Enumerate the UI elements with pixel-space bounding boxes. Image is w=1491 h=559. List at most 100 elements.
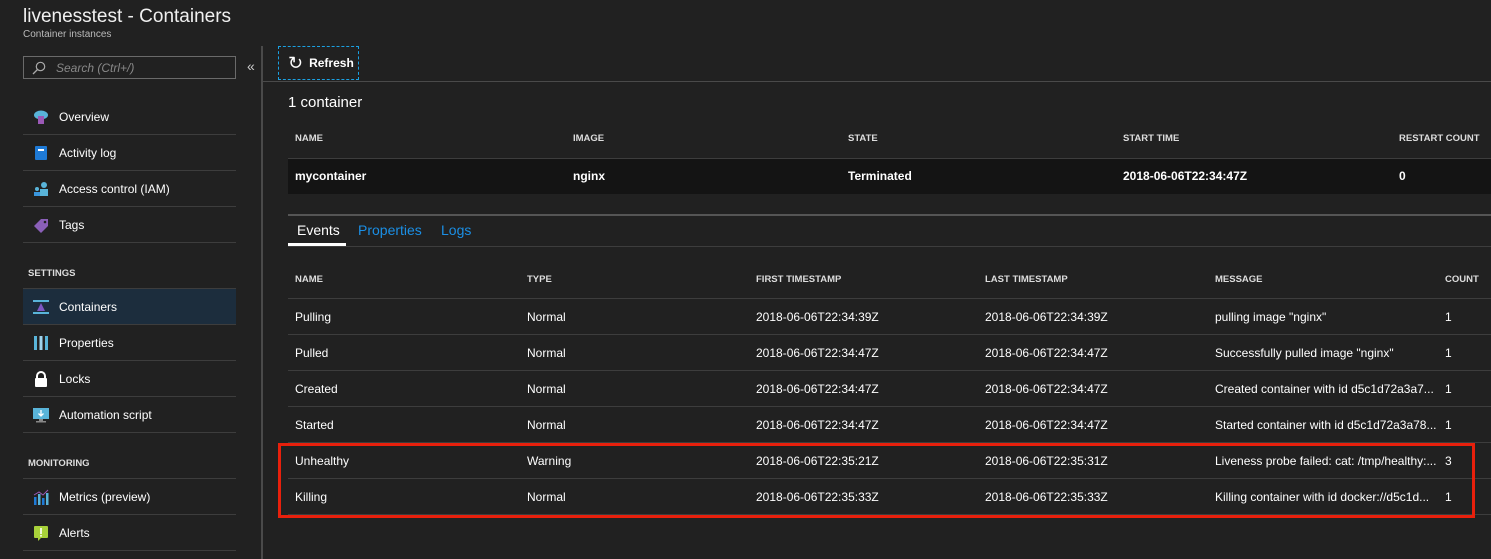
event-cell: Warning xyxy=(527,454,572,468)
container-cell: 0 xyxy=(1399,169,1406,183)
event-cell: Normal xyxy=(527,310,566,324)
event-cell: Normal xyxy=(527,490,566,504)
sidebar-item-label: Tags xyxy=(59,217,85,232)
event-cell: 2018-06-06T22:34:39Z xyxy=(756,310,879,324)
sidebar-item-properties[interactable]: Properties xyxy=(23,325,236,361)
column-header[interactable]: COUNT xyxy=(1445,274,1479,285)
column-header[interactable]: TYPE xyxy=(527,274,552,285)
sidebar-item-label: Automation script xyxy=(59,407,152,422)
sidebar-item-tags[interactable]: Tags xyxy=(23,207,236,243)
table-row[interactable] xyxy=(288,335,1491,371)
sidebar-separator xyxy=(23,288,236,289)
table-row[interactable] xyxy=(288,479,1491,515)
column-header[interactable]: START TIME xyxy=(1123,133,1180,144)
table-row[interactable] xyxy=(288,299,1491,335)
table-row[interactable] xyxy=(288,443,1491,479)
tab-divider xyxy=(288,246,1491,247)
users-icon xyxy=(33,181,49,197)
tab-logs[interactable]: Logs xyxy=(441,222,472,238)
alert-icon xyxy=(33,525,49,541)
event-cell: Killing container with id docker://d5c1d… xyxy=(1215,490,1430,504)
sidebar-item-label: Overview xyxy=(59,109,110,124)
refresh-label: Refresh xyxy=(309,56,354,70)
sidebar-item-containers[interactable]: Containers xyxy=(23,289,236,325)
event-cell: Started xyxy=(295,418,334,432)
sidebar-divider xyxy=(261,46,263,559)
metrics-icon xyxy=(33,489,49,505)
event-cell: 2018-06-06T22:34:47Z xyxy=(985,346,1108,360)
toolbar-divider xyxy=(262,81,1491,82)
tab-properties[interactable]: Properties xyxy=(358,222,422,238)
sidebar-item-activity-log[interactable]: Activity log xyxy=(23,135,236,171)
book-icon xyxy=(33,145,49,161)
properties-icon xyxy=(33,335,49,351)
event-cell: 2018-06-06T22:35:31Z xyxy=(985,454,1108,468)
sidebar-item-locks[interactable]: Locks xyxy=(23,361,236,397)
event-cell: 2018-06-06T22:35:21Z xyxy=(756,454,879,468)
sidebar-item-label: Metrics (preview) xyxy=(59,489,151,504)
event-cell: 1 xyxy=(1445,346,1452,360)
event-cell: 1 xyxy=(1445,490,1452,504)
search-icon xyxy=(32,61,46,74)
cloud-container-icon xyxy=(33,109,49,125)
sidebar-item-access-control-iam[interactable]: Access control (IAM) xyxy=(23,171,236,207)
event-cell: pulling image "nginx" xyxy=(1215,310,1327,324)
header-divider xyxy=(288,298,1491,299)
monitor-download-icon xyxy=(33,407,49,423)
event-cell: 2018-06-06T22:35:33Z xyxy=(756,490,879,504)
table-row[interactable] xyxy=(288,407,1491,443)
collapse-sidebar-button[interactable]: « xyxy=(247,58,255,74)
sidebar-item-label: Access control (IAM) xyxy=(59,181,170,196)
page-title: livenesstest - Containers xyxy=(23,6,232,27)
column-header[interactable]: RESTART COUNT xyxy=(1399,133,1480,144)
sidebar-item-overview[interactable]: Overview xyxy=(23,99,236,135)
column-header[interactable]: NAME xyxy=(295,274,323,285)
column-header[interactable]: FIRST TIMESTAMP xyxy=(756,274,842,285)
event-cell: Normal xyxy=(527,382,566,396)
tag-icon xyxy=(33,217,49,233)
container-cell: Terminated xyxy=(848,169,912,183)
column-header[interactable]: STATE xyxy=(848,133,878,144)
header-divider xyxy=(288,158,1491,159)
event-cell: 2018-06-06T22:34:47Z xyxy=(756,382,879,396)
settings-header: SETTINGS xyxy=(28,268,76,279)
event-cell: 1 xyxy=(1445,310,1452,324)
tab-events[interactable]: Events xyxy=(297,222,340,238)
event-cell: Liveness probe failed: cat: /tmp/healthy… xyxy=(1215,454,1437,468)
event-cell: Unhealthy xyxy=(295,454,350,468)
sidebar-item-automation-script[interactable]: Automation script xyxy=(23,397,236,433)
column-header[interactable]: IMAGE xyxy=(573,133,605,144)
highlight-box xyxy=(278,443,1475,518)
table-row[interactable] xyxy=(288,371,1491,407)
event-cell: Created container with id d5c1d72a3a7... xyxy=(1215,382,1434,396)
event-cell: 2018-06-06T22:34:47Z xyxy=(985,382,1108,396)
search-box[interactable] xyxy=(23,56,236,79)
container-cell: nginx xyxy=(573,169,605,183)
sidebar-item-label: Properties xyxy=(59,335,114,350)
page-subtitle: Container instances xyxy=(23,29,112,40)
column-header[interactable]: NAME xyxy=(295,133,323,144)
event-cell: 1 xyxy=(1445,418,1452,432)
lock-icon xyxy=(33,370,49,387)
event-cell: Pulled xyxy=(295,346,329,360)
column-header[interactable]: LAST TIMESTAMP xyxy=(985,274,1068,285)
event-cell: Normal xyxy=(527,346,566,360)
event-cell: 3 xyxy=(1445,454,1452,468)
event-cell: Started container with id d5c1d72a3a78..… xyxy=(1215,418,1437,432)
event-cell: 2018-06-06T22:34:47Z xyxy=(756,418,879,432)
event-cell: 2018-06-06T22:35:33Z xyxy=(985,490,1108,504)
event-cell: 2018-06-06T22:34:47Z xyxy=(756,346,879,360)
sidebar-item-label: Activity log xyxy=(59,145,117,160)
refresh-button[interactable]: ↻ Refresh xyxy=(278,46,359,80)
search-input[interactable] xyxy=(56,60,216,75)
active-tab-underline xyxy=(288,243,346,246)
event-cell: Created xyxy=(295,382,338,396)
event-cell: Pulling xyxy=(295,310,332,324)
container-row[interactable] xyxy=(288,159,1491,194)
sidebar-item-alerts[interactable]: Alerts xyxy=(23,515,236,551)
column-header[interactable]: MESSAGE xyxy=(1215,274,1263,285)
event-cell: Successfully pulled image "nginx" xyxy=(1215,346,1394,360)
sidebar-separator xyxy=(23,478,236,479)
sidebar-item-metrics-preview[interactable]: Metrics (preview) xyxy=(23,479,236,515)
sidebar-item-label: Alerts xyxy=(59,525,90,540)
